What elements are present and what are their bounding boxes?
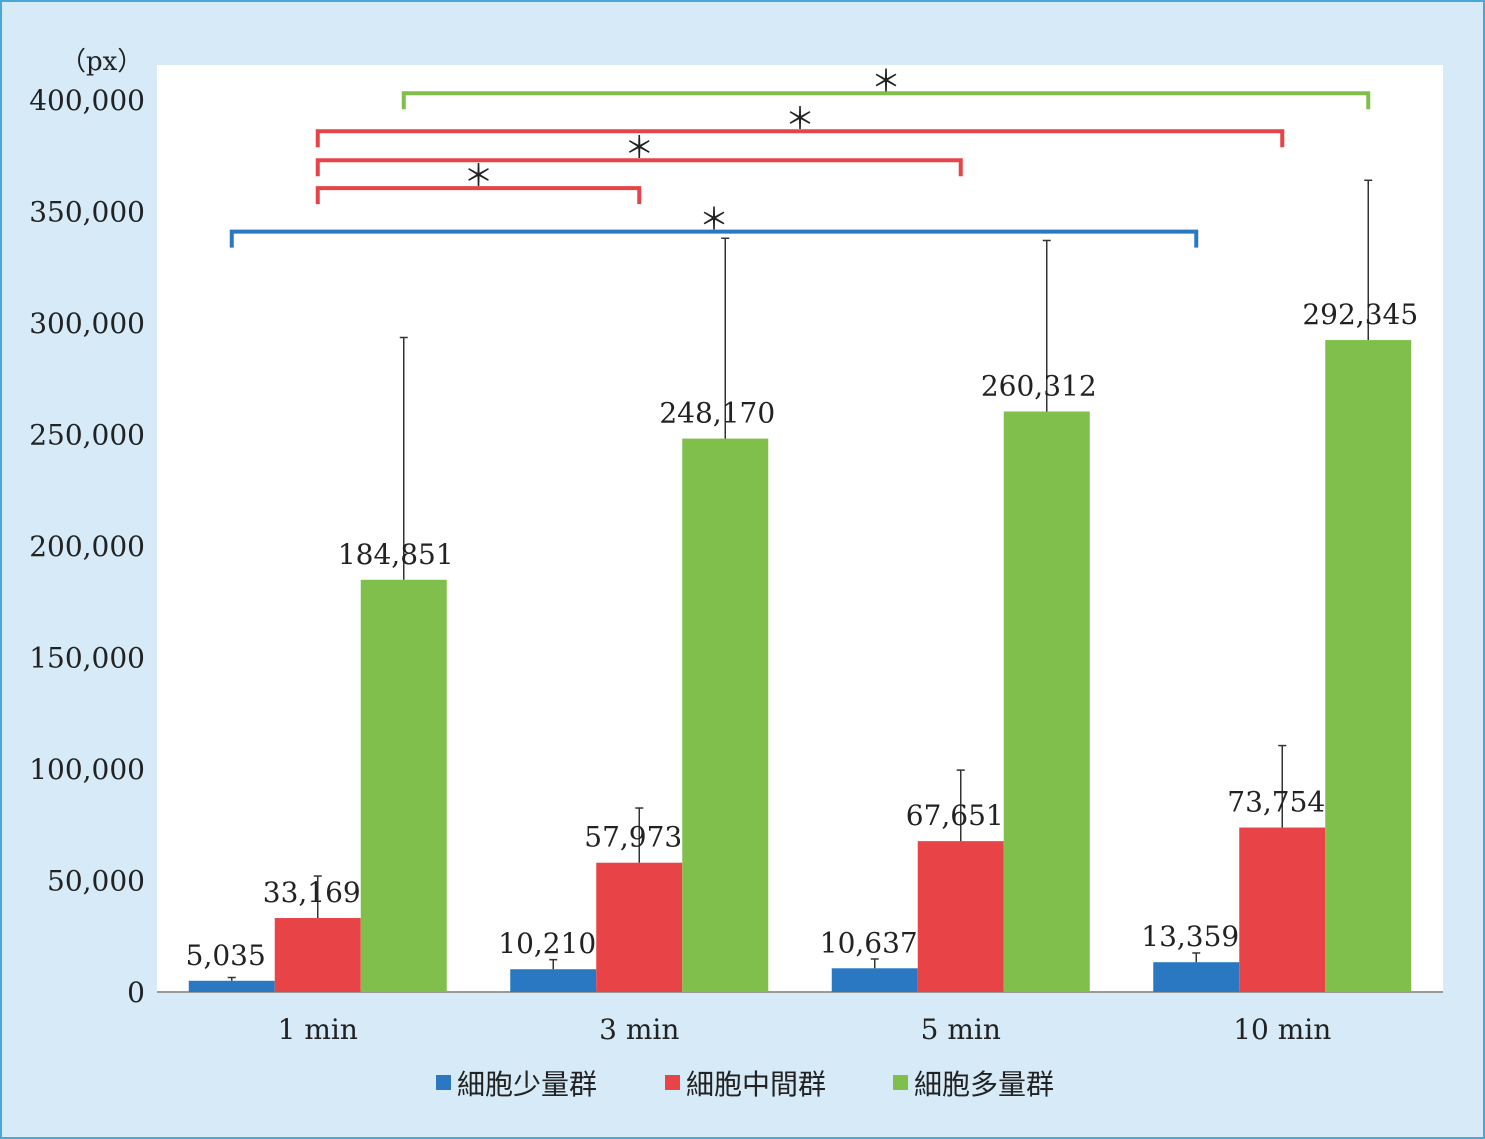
bar — [510, 969, 597, 992]
data-label: 292,345 — [1302, 298, 1418, 331]
data-label: 33,169 — [263, 876, 361, 909]
significance-bracket — [315, 186, 642, 205]
y-tick-label: 150,000 — [29, 642, 145, 675]
legend-label: 細胞多量群 — [914, 1068, 1054, 1101]
bar — [1325, 340, 1412, 992]
data-label: 5,035 — [186, 939, 266, 972]
y-tick-label: 250,000 — [29, 419, 145, 452]
significance-star: ＊ — [699, 203, 729, 238]
bar — [1153, 962, 1240, 992]
bar — [682, 438, 769, 992]
bar — [360, 579, 447, 992]
data-label: 184,851 — [338, 538, 454, 571]
significance-bracket — [229, 229, 1199, 248]
data-label: 13,359 — [1141, 920, 1239, 953]
legend-label: 細胞少量群 — [457, 1068, 597, 1101]
data-label: 10,210 — [498, 927, 596, 960]
data-label: 10,637 — [820, 926, 918, 959]
y-tick-label: 0 — [127, 976, 145, 1009]
y-tick-label: 300,000 — [29, 307, 145, 340]
bar — [188, 980, 275, 992]
legend-swatch — [436, 1075, 451, 1090]
data-label: 73,754 — [1227, 786, 1325, 819]
legend-swatch — [665, 1075, 680, 1090]
significance-star: ＊ — [871, 64, 901, 99]
bar — [917, 841, 1004, 992]
data-label: 260,312 — [981, 370, 1097, 403]
x-tick-label: 3 min — [599, 1013, 679, 1046]
data-label: 67,651 — [906, 799, 1004, 832]
significance-star: ＊ — [624, 131, 654, 166]
bar — [596, 862, 683, 992]
legend-label: 細胞中間群 — [686, 1068, 826, 1101]
y-unit-label: （px） — [60, 47, 143, 77]
x-tick-label: 5 min — [921, 1013, 1001, 1046]
bar — [1003, 411, 1090, 992]
significance-star: ＊ — [785, 102, 815, 137]
data-label: 248,170 — [659, 397, 775, 430]
y-tick-label: 400,000 — [29, 84, 145, 117]
x-tick-label: 10 min — [1233, 1013, 1331, 1046]
legend-swatch — [893, 1075, 908, 1090]
y-tick-label: 50,000 — [47, 865, 145, 898]
significance-bracket — [401, 91, 1371, 110]
y-tick-label: 100,000 — [29, 753, 145, 786]
y-tick-label: 350,000 — [29, 196, 145, 229]
significance-bracket — [315, 129, 1285, 148]
bar — [274, 918, 361, 992]
data-label: 57,973 — [584, 821, 682, 854]
y-tick-label: 200,000 — [29, 530, 145, 563]
x-tick-label: 1 min — [278, 1013, 358, 1046]
bar — [831, 968, 918, 992]
significance-star: ＊ — [464, 159, 494, 194]
significance-bracket — [315, 158, 963, 177]
bar — [1239, 827, 1326, 992]
